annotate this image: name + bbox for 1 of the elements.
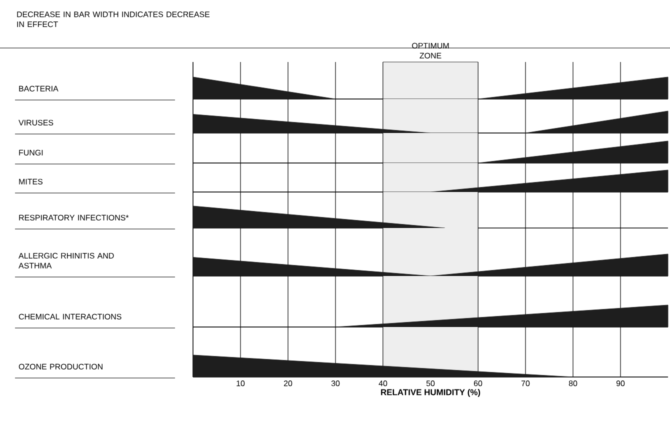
x-axis-title: RELATIVE HUMIDITY (%) (381, 389, 480, 397)
